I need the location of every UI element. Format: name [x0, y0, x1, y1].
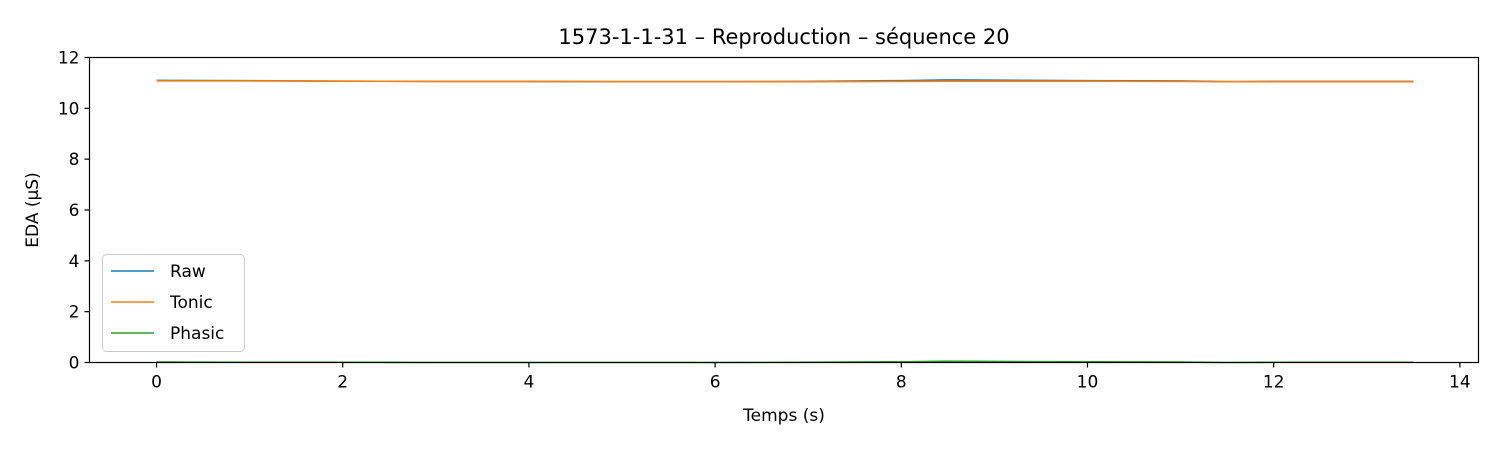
y-tick-label: 8: [69, 150, 80, 170]
y-tick-label: 0: [69, 354, 80, 374]
legend-box: [102, 254, 245, 352]
series-line-tonic: [156, 80, 1414, 83]
x-tick-label: 4: [524, 373, 535, 393]
x-tick-label: 14: [1449, 373, 1471, 393]
chart-title: 1573-1-1-31 – Reproduction – séquence 20: [558, 25, 1009, 49]
x-tick-label: 8: [896, 373, 907, 393]
x-tick-label: 6: [710, 373, 721, 393]
legend-label-raw: Raw: [170, 262, 206, 282]
legend-label-phasic: Phasic: [170, 324, 224, 344]
legend: Raw Tonic Phasic: [102, 254, 245, 352]
x-axis-ticks: 0 2 4 6 8 10 12 14: [151, 362, 1471, 393]
y-axis-ticks: 0 2 4 6 8 10 12: [58, 49, 90, 374]
series-layer: [156, 79, 1414, 364]
legend-label-tonic: Tonic: [169, 293, 213, 313]
y-tick-label: 2: [69, 303, 80, 323]
x-tick-label: 10: [1077, 373, 1099, 393]
plot-area-frame: [88, 56, 1480, 364]
y-axis-label: EDA (µS): [23, 172, 43, 247]
x-tick-label: 0: [151, 373, 162, 393]
y-tick-label: 6: [69, 201, 80, 221]
x-tick-label: 12: [1263, 373, 1285, 393]
y-tick-label: 4: [69, 252, 80, 272]
x-axis-label: Temps (s): [742, 406, 825, 426]
x-tick-label: 2: [337, 373, 348, 393]
y-tick-label: 12: [58, 49, 80, 69]
y-tick-label: 10: [58, 99, 80, 119]
